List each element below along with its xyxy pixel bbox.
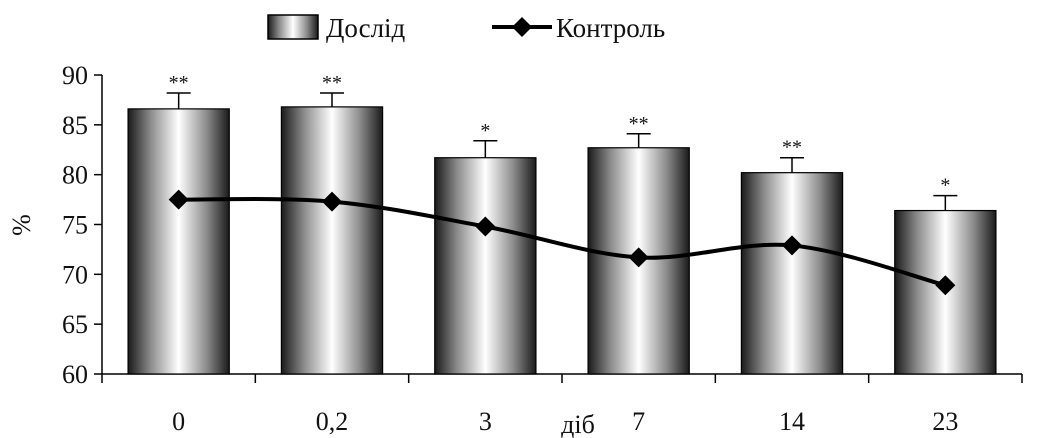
control-point: [475, 216, 496, 237]
y-tick-label: 80: [62, 161, 88, 190]
legend: Дослід Контроль: [267, 13, 665, 43]
x-tick-label: 0: [172, 407, 185, 436]
significance-label: *: [480, 120, 490, 142]
control-point: [935, 275, 956, 296]
bar: [434, 157, 537, 375]
legend-bar-swatch: [267, 14, 319, 40]
y-axis: 60 65 70 75 80 85 90: [62, 61, 103, 389]
control-point: [628, 247, 649, 268]
y-axis-label: %: [7, 214, 36, 236]
x-tick-label: 14: [779, 407, 805, 436]
significance-label: **: [169, 72, 189, 94]
y-tick-label: 75: [62, 211, 88, 240]
y-tick-label: 60: [62, 360, 88, 389]
bar: [127, 108, 230, 375]
y-tick-label: 85: [62, 111, 88, 140]
significance-label: *: [940, 175, 950, 197]
significance-label: **: [322, 72, 342, 94]
x-axis: 0 0,2 3 7 14 23: [101, 373, 1023, 436]
y-tick-label: 90: [62, 61, 88, 90]
control-point: [168, 189, 189, 210]
legend-line-label: Контроль: [556, 13, 665, 43]
x-tick-label: 7: [632, 407, 645, 436]
line-series: [168, 189, 956, 296]
y-tick-label: 70: [62, 260, 88, 289]
x-tick-label: 0,2: [316, 407, 349, 436]
x-tick-label: 23: [932, 407, 958, 436]
significance-label: **: [782, 137, 802, 159]
x-axis-label: діб: [561, 410, 595, 438]
y-tick-label: 65: [62, 310, 88, 339]
bar: [280, 106, 384, 375]
legend-bar-label: Дослід: [326, 13, 406, 43]
legend-diamond-icon: [512, 17, 532, 37]
control-point: [782, 235, 802, 256]
control-line: [178, 197, 946, 288]
control-point: [322, 191, 342, 212]
bar: [740, 172, 844, 375]
significance-label: **: [629, 113, 649, 135]
bar-series: ** *** *****: [127, 72, 997, 375]
x-tick-label: 3: [479, 407, 492, 436]
